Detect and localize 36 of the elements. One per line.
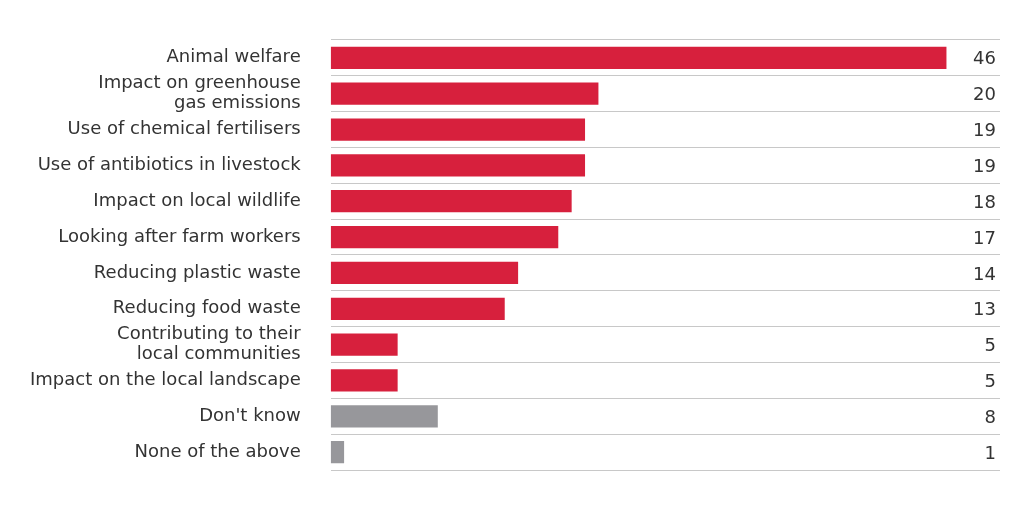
data-label: 5	[984, 334, 996, 356]
bar	[330, 297, 505, 320]
bar	[330, 190, 572, 213]
bar	[330, 333, 398, 356]
bar	[330, 154, 586, 177]
bar	[330, 405, 438, 428]
bar	[330, 82, 599, 105]
data-label: 13	[973, 298, 996, 320]
y-tick-label: Impact on local wildlife	[93, 188, 301, 210]
bar	[330, 369, 398, 392]
bar	[330, 441, 345, 464]
y-tick-label: Reducing plastic waste	[93, 260, 301, 282]
y-tick-label: Contributing to their local communities	[117, 322, 302, 364]
data-label: 20	[973, 83, 996, 105]
y-tick-label: Reducing food waste	[112, 296, 301, 318]
bar	[330, 118, 586, 141]
y-tick-label: Looking after farm workers	[58, 224, 301, 246]
y-tick-label: Don't know	[199, 404, 301, 425]
data-label: 17	[973, 226, 996, 248]
data-label: 8	[984, 406, 996, 427]
y-tick-label: Animal welfare	[166, 45, 301, 67]
y-tick-label: Use of antibiotics in livestock	[37, 153, 302, 175]
data-label: 46	[973, 47, 996, 69]
data-label: 18	[973, 190, 996, 212]
y-tick-label: Impact on greenhouse gas emissions	[98, 71, 301, 113]
bar	[330, 261, 519, 285]
data-label: 19	[973, 119, 996, 141]
bar	[330, 225, 559, 249]
y-tick-label: Impact on the local landscape	[29, 368, 301, 390]
data-label: 1	[984, 441, 996, 463]
y-tick-label: None of the above	[134, 439, 301, 461]
bar	[330, 46, 947, 69]
data-label: 19	[973, 155, 996, 177]
y-tick-label: Use of chemical fertilisers	[67, 117, 301, 139]
data-label: 14	[973, 262, 996, 284]
data-label: 5	[984, 370, 996, 392]
